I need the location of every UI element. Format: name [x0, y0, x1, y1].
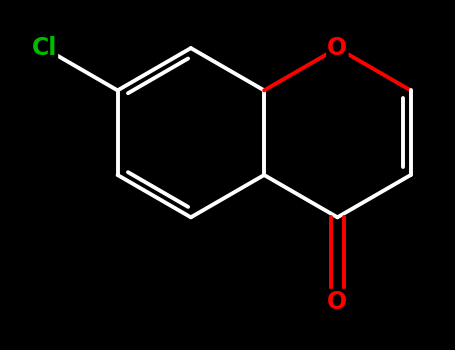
Text: O: O: [327, 36, 348, 60]
Text: Cl: Cl: [32, 36, 57, 60]
Text: O: O: [327, 290, 348, 314]
